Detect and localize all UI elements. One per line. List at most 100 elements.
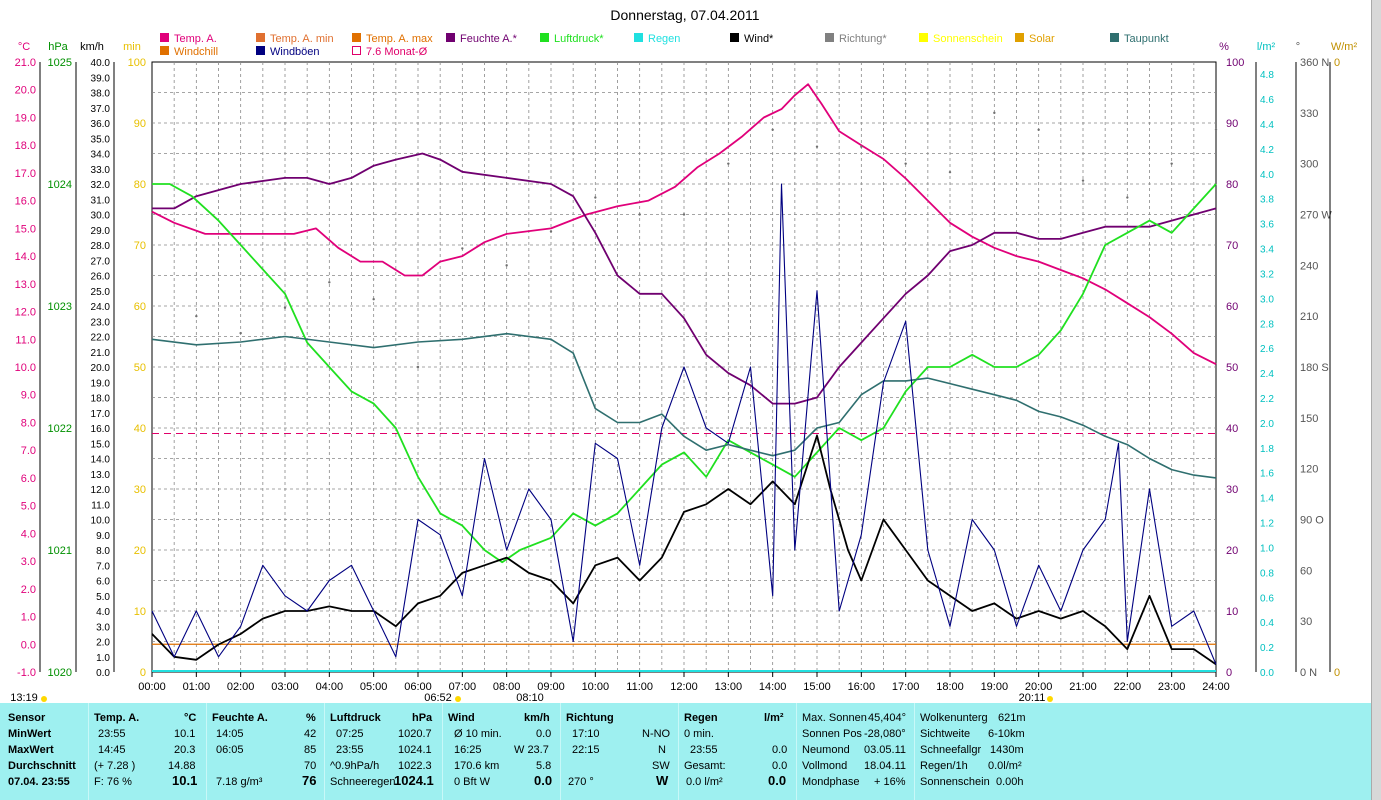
time-mark-left: 13:19 — [10, 692, 38, 703]
x-tick-label: 00:00 — [138, 681, 166, 693]
regen-r4a: 0.0 l/m² — [686, 776, 723, 788]
wolken-r4a: Sonnenschein — [920, 776, 990, 788]
hpa-tick: 1025 — [48, 57, 72, 69]
regen-r3b: 0.0 — [772, 760, 788, 772]
kmh-tick: 34.0 — [91, 150, 111, 161]
kmh-tick: 12.0 — [91, 485, 111, 496]
wolken-r1a: Sichtweite — [920, 728, 971, 740]
lm-tick: 1.8 — [1260, 444, 1274, 455]
x-tick-label: 18:00 — [936, 681, 964, 693]
legend-swatch — [634, 33, 643, 42]
x-tick-label: 03:00 — [271, 681, 299, 693]
richtung-point — [815, 145, 819, 148]
kmh-tick: 30.0 — [91, 211, 111, 222]
regen-header: Regen — [684, 712, 718, 724]
richtung-point — [461, 247, 464, 250]
min-tick: 10 — [134, 606, 146, 618]
minwert-label: MinWert — [8, 728, 52, 740]
feuchte-extra: 7.18 g/m³ — [216, 776, 263, 788]
temp-tick: 18.0 — [15, 140, 36, 152]
temp-tick: 4.0 — [21, 528, 36, 540]
stats-col-feuchte: Feuchte A. % 14:05 42 06:05 85 70 7.18 g… — [206, 703, 325, 800]
lm-tick: 4.0 — [1260, 170, 1274, 181]
min-tick: 70 — [134, 240, 146, 252]
legend-label: Feuchte A.* — [460, 33, 518, 45]
legend-label: Temp. A. max — [366, 33, 433, 45]
wind-header: Wind — [448, 712, 475, 724]
lm-tick: 0.0 — [1260, 668, 1274, 679]
legend-label: Sonnenschein — [933, 33, 1003, 45]
window-scrollbar[interactable] — [1371, 0, 1381, 800]
kmh-tick: 7.0 — [96, 561, 110, 572]
kmh-tick: 37.0 — [91, 104, 111, 115]
kmh-tick: 31.0 — [91, 195, 111, 206]
kmh-tick: 39.0 — [91, 73, 111, 84]
x-tick-label: 06:00 — [404, 681, 432, 693]
lm-tick: 2.8 — [1260, 319, 1274, 330]
richtung-r2b: N — [658, 744, 666, 756]
series-feuchte-a — [152, 152, 1217, 405]
wind-r3b: 5.8 — [536, 760, 552, 772]
kmh-tick: 21.0 — [91, 348, 111, 359]
feuchte-current: 76 — [302, 773, 317, 788]
feuchte-avg: 70 — [304, 760, 317, 772]
lm-tick: 1.4 — [1260, 494, 1274, 505]
kmh-tick: 27.0 — [91, 256, 111, 267]
richtung-point — [993, 111, 996, 115]
legend-swatch — [160, 46, 169, 55]
wm-axis-header: W/m² — [1331, 41, 1358, 53]
deg-tick: 270 W — [1300, 210, 1332, 222]
richtung-point — [771, 128, 774, 131]
sunset-time: 20:11 — [1019, 692, 1046, 703]
richtung-point — [638, 213, 641, 216]
temp-tick: 13.0 — [15, 279, 36, 291]
min-tick: 90 — [134, 118, 146, 130]
temp-min: 10.1 — [174, 728, 196, 740]
x-tick-label: 16:00 — [848, 681, 876, 693]
richtung-point — [1037, 128, 1040, 131]
x-tick-label: 07:00 — [449, 681, 477, 693]
luftdruck-unit: hPa — [412, 712, 433, 724]
kmh-tick: 29.0 — [91, 226, 111, 237]
temp-tick: 10.0 — [15, 362, 36, 374]
lm-tick: 0.4 — [1260, 618, 1274, 629]
deg-tick: 360 N — [1300, 57, 1329, 69]
lm-tick: 1.0 — [1260, 543, 1274, 554]
chart-title: Donnerstag, 07.04.2011 — [610, 7, 759, 23]
sonne-r4a: Mondphase — [802, 776, 860, 788]
deg-tick: 90 O — [1300, 515, 1324, 527]
kmh-tick: 15.0 — [91, 439, 111, 450]
x-tick-label: 08:00 — [493, 681, 521, 693]
legend-swatch — [256, 46, 265, 55]
sensor-header: Sensor — [8, 712, 46, 724]
temp-tick: 0.0 — [21, 639, 36, 651]
deg-tick: 240 — [1300, 260, 1318, 272]
richtung-point — [682, 213, 686, 216]
luftdruck-current: 1024.1 — [394, 773, 434, 788]
kmh-tick: 20.0 — [91, 363, 111, 374]
noon-time: 08:10 — [516, 692, 544, 703]
x-tick-label: 09:00 — [537, 681, 565, 693]
temp-tick: 9.0 — [21, 390, 36, 402]
temp-header: Temp. A. — [94, 712, 140, 724]
luftdruck-max: 1024.1 — [398, 744, 432, 756]
richtung-point — [727, 162, 730, 165]
pct-tick: 50 — [1226, 362, 1238, 374]
richtung-point — [549, 230, 553, 233]
kmh-tick: 11.0 — [91, 500, 110, 511]
luftdruck-header: Luftdruck — [330, 712, 381, 724]
legend-label: Solar — [1029, 33, 1055, 45]
legend-label: Wind* — [744, 33, 774, 45]
sonne-r0a: Max. Sonnen — [802, 712, 867, 724]
richtung-point — [948, 170, 952, 174]
sonne-r3b: 18.04.11 — [864, 760, 907, 772]
richtung-point — [904, 162, 907, 165]
sonne-r1b: -28,080° — [864, 728, 906, 740]
lm-axis-header: l/m² — [1257, 41, 1276, 53]
stats-col-richtung: Richtung 17:10 N-NO 22:15 N SW 270 ° W — [560, 703, 679, 800]
temp-tick: 20.0 — [15, 85, 36, 97]
pct-tick: 30 — [1226, 484, 1238, 496]
temp-tick: 11.0 — [15, 334, 36, 346]
temp-tick: 14.0 — [15, 251, 36, 263]
legend-label: Windchill — [174, 46, 218, 58]
